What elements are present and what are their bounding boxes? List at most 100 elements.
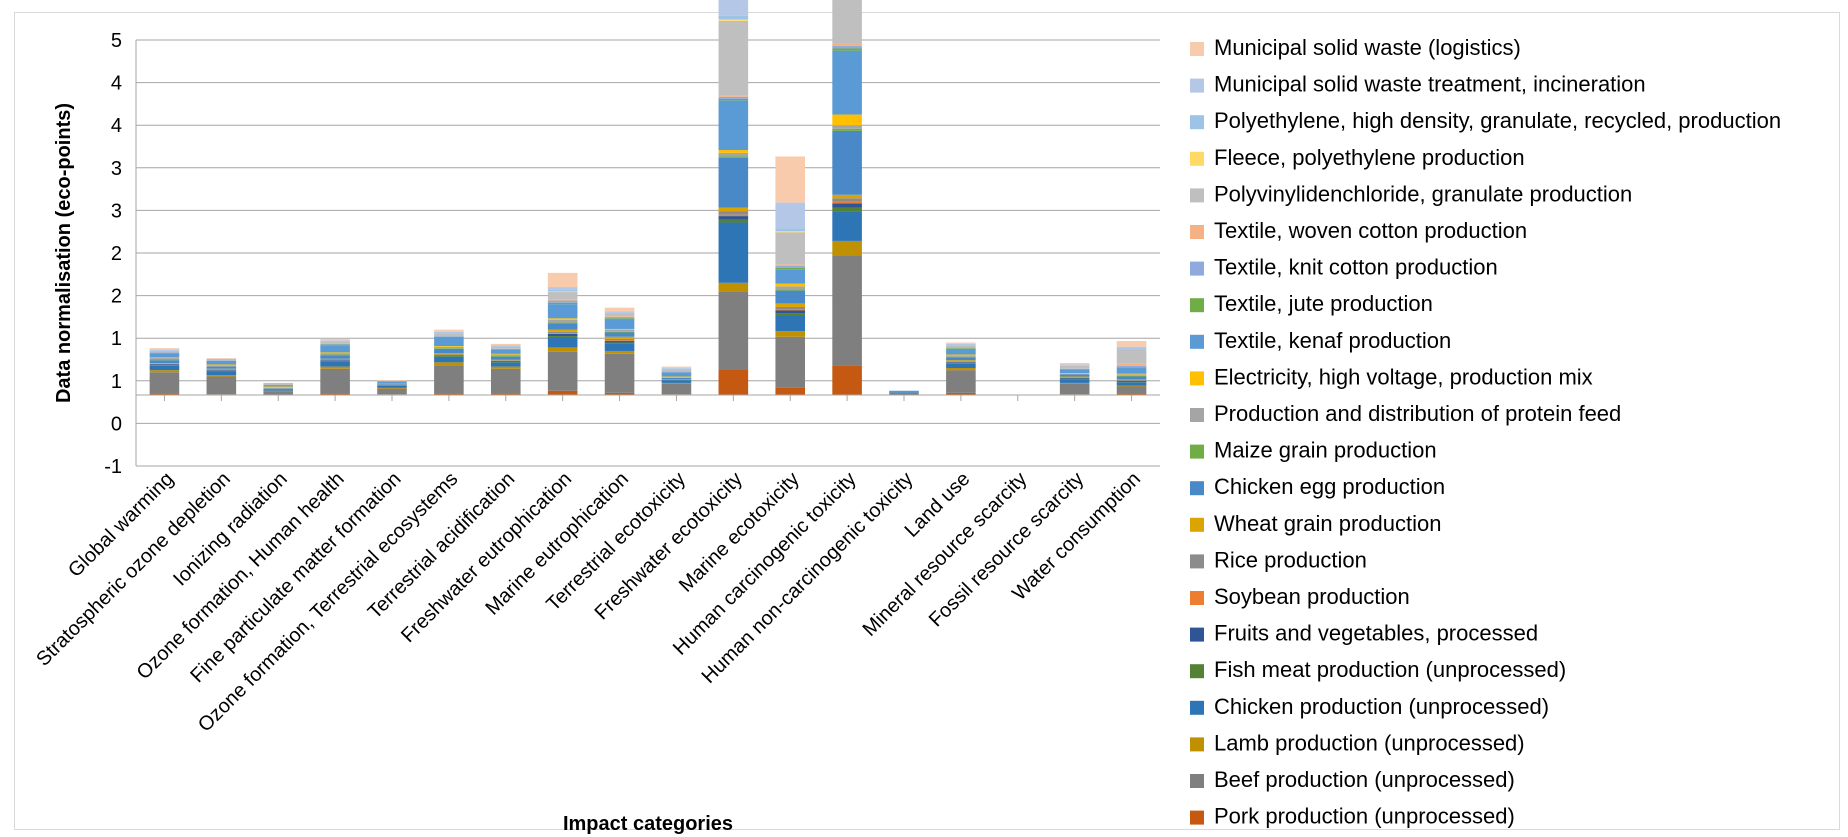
bar-segment (604, 313, 635, 317)
bar-segment (490, 366, 521, 369)
bar-segment (604, 343, 635, 351)
legend-label: Textile, jute production (1214, 291, 1433, 316)
x-axis-title: Impact categories (563, 813, 733, 835)
legend-swatch (1190, 664, 1204, 679)
bar-segment (775, 306, 806, 310)
legend-label: Polyvinylidenchloride, granulate product… (1214, 181, 1632, 206)
bar-segment (832, 207, 862, 212)
bar-segment (946, 342, 976, 344)
bar-segment (604, 328, 635, 330)
bar-segment (434, 336, 464, 337)
bar-segment (547, 390, 578, 395)
bar-segment (149, 360, 180, 364)
bar-segment (434, 354, 464, 356)
bar-segment (149, 350, 180, 351)
bar-segment (434, 356, 464, 363)
legend-swatch (1190, 151, 1204, 166)
bar-segment (775, 331, 806, 337)
bar-segment (718, 211, 749, 215)
bar-segment (889, 390, 919, 392)
legend-swatch (1190, 627, 1204, 642)
bar-segment (604, 340, 635, 342)
bar-segment (1059, 382, 1090, 384)
bar-segment (1116, 367, 1147, 369)
bar-segment (490, 362, 521, 367)
y-tick-label: -1 (104, 456, 122, 478)
bar-segment (490, 393, 521, 395)
bar-segment (604, 338, 635, 341)
bar-segment (1059, 365, 1090, 366)
bar-segment (320, 368, 350, 394)
bar-segment (1116, 365, 1147, 368)
y-tick-label: 4 (111, 115, 122, 137)
bar-segment (547, 304, 578, 319)
x-tick-label: Global warming (64, 468, 178, 582)
bar-segment (775, 283, 806, 287)
bar-segment (775, 387, 806, 395)
legend-swatch (1190, 261, 1204, 276)
legend-label: Fruits and vegetables, processed (1214, 621, 1538, 646)
bar-segment (490, 345, 521, 347)
bar-segment (547, 319, 578, 323)
x-tick-label: Ozone formation, Terrestrial ecosystems (194, 468, 462, 736)
bar-segment (775, 336, 806, 388)
bar-segment (1059, 363, 1090, 365)
bar-segment (490, 368, 521, 394)
legend-label: Chicken egg production (1214, 474, 1445, 499)
bar-segment (718, 100, 749, 151)
bar-segment (661, 376, 692, 378)
bar-segment (434, 393, 464, 395)
bar-segment (149, 365, 180, 371)
bar-segment (775, 290, 806, 304)
y-tick-label: 1 (111, 328, 122, 350)
bar-segment (946, 348, 976, 349)
legend-swatch (1190, 115, 1204, 130)
bar-segment (1059, 372, 1090, 374)
bar-segment (661, 371, 692, 373)
bar-segment (547, 336, 578, 338)
bar-segment (547, 347, 578, 352)
bar-segment (149, 353, 180, 358)
bar-segment (832, 43, 862, 46)
bar-segment (661, 366, 692, 369)
gridlines (136, 39, 1160, 467)
bar-segment (946, 368, 976, 371)
bar-segment (320, 366, 350, 369)
bar-segment (1059, 376, 1090, 378)
legend-swatch (1190, 774, 1204, 788)
y-tick-label: 3 (111, 158, 122, 180)
legend-label: Wheat grain production (1214, 511, 1441, 536)
bar-segment (263, 390, 294, 392)
bar-segment (775, 313, 806, 316)
bar-segment (1116, 374, 1147, 376)
bar-segment (320, 341, 350, 342)
bar-segment (832, 201, 862, 204)
bar-segment (547, 299, 578, 301)
bar-segment (661, 377, 692, 380)
legend: Municipal solid waste (logistics) Municip… (1190, 35, 1781, 829)
chart-frame (14, 12, 1840, 830)
legend-label: Fish meat production (unprocessed) (1214, 657, 1566, 682)
bar-segment (206, 358, 237, 360)
bar-segment (547, 329, 578, 332)
bar-segment (320, 358, 350, 360)
y-tick-label: 2 (111, 243, 122, 265)
bar-segment (434, 332, 464, 334)
y-axis: 5 4 4 3 3 2 2 1 1 0 -1 (104, 30, 137, 478)
bar-segment (889, 392, 919, 393)
bar-segment (775, 264, 806, 266)
bar-segment (1116, 380, 1147, 382)
bar-segment (775, 315, 806, 332)
bar-segment (1059, 378, 1090, 380)
bar-segment (434, 362, 464, 366)
bar-segment (604, 311, 635, 313)
bar-segment (604, 312, 635, 314)
bar-segment (1116, 375, 1147, 377)
bar-segment (320, 359, 350, 361)
legend-swatch (1190, 408, 1204, 422)
bar-segment (434, 355, 464, 356)
bar-segment (832, 50, 862, 115)
bar-segment (547, 337, 578, 348)
